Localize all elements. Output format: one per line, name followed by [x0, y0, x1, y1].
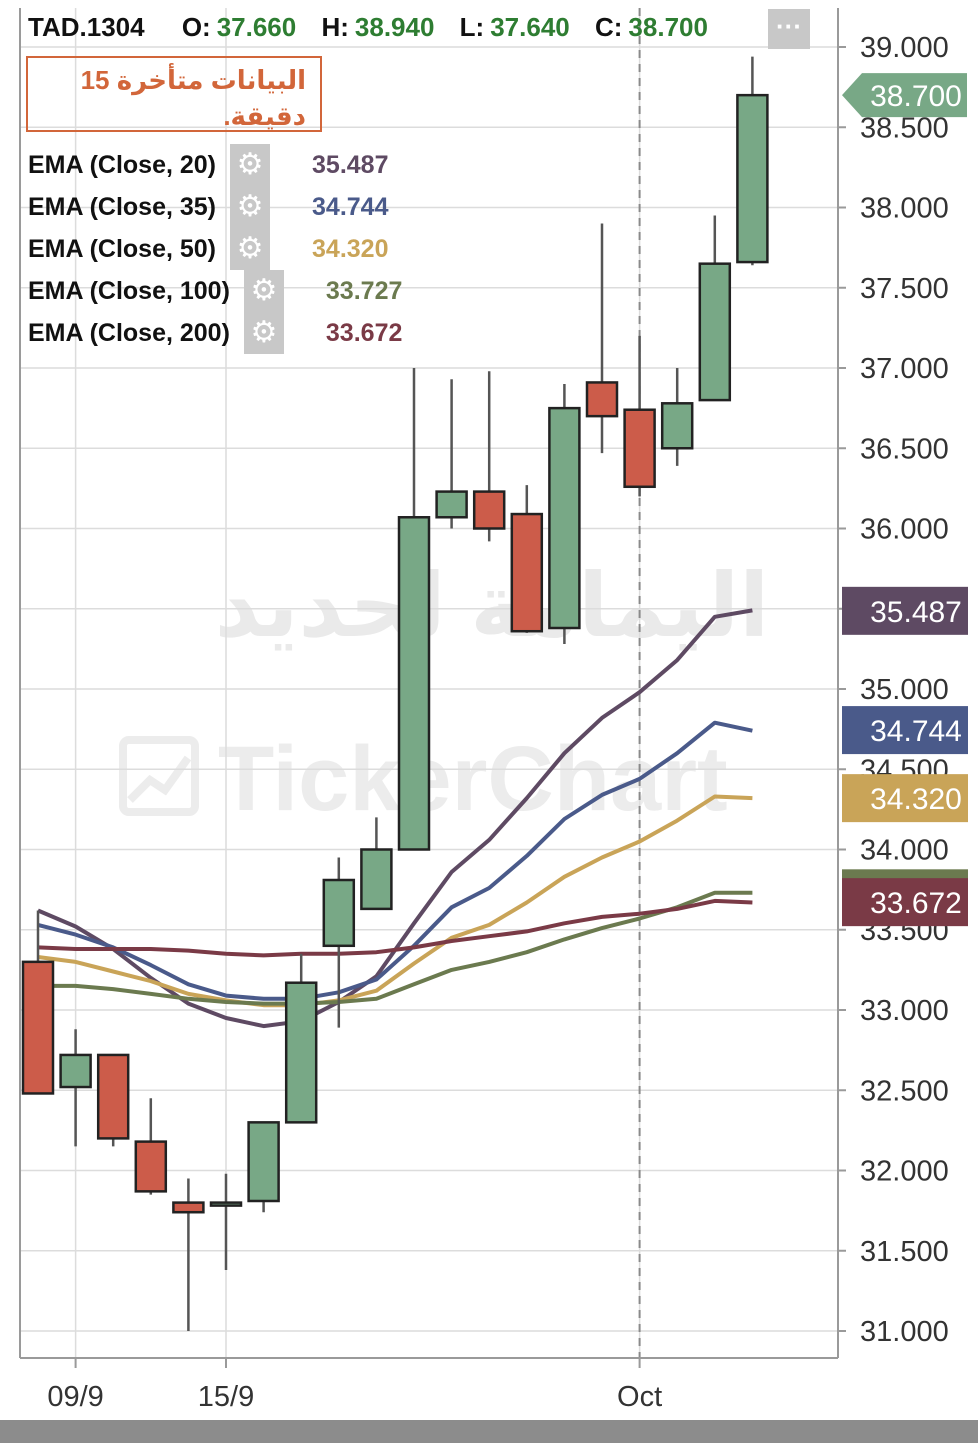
high-label: H: [321, 12, 349, 42]
candle-body[interactable] [322, 878, 356, 948]
gear-icon[interactable]: ⚙ [230, 186, 271, 228]
y-tick-label: 33.000 [860, 995, 949, 1027]
price-tag [842, 586, 968, 635]
candle-body[interactable] [435, 490, 468, 519]
candle-body[interactable] [284, 981, 318, 1124]
close-label: C: [594, 12, 623, 42]
price-tag-label: 38.700 [870, 80, 962, 113]
watermark-logo-line [127, 755, 192, 803]
indicator-row-ema100: EMA (Close, 100) ⚙ 33.727 [28, 270, 402, 312]
price-tag [842, 706, 968, 755]
candle-body[interactable] [360, 848, 393, 911]
y-tick-label: 37.000 [860, 353, 949, 385]
candle-body[interactable] [172, 1201, 205, 1214]
price-tag-label: 34.744 [870, 715, 962, 748]
y-tick-label: 34.000 [860, 835, 949, 867]
candle-body[interactable] [397, 516, 431, 851]
candle-body[interactable] [510, 512, 544, 633]
candle-body[interactable] [623, 408, 656, 489]
price-tag-label: 34.320 [870, 783, 962, 816]
candle-body[interactable] [96, 1053, 130, 1140]
ema-line [37, 720, 753, 1001]
ohlc-readout: TAD.1304 O: 37.660 H: 38.940 L: 37.640 C: 38… [28, 12, 726, 43]
x-tick-label: 15/9 [198, 1381, 254, 1413]
ema-line [37, 794, 753, 1008]
indicator-value: 33.672 [325, 318, 403, 347]
ellipsis-icon: ··· [776, 11, 802, 41]
high-value: 38.940 [354, 12, 435, 42]
indicator-label: EMA (Close, 35) [28, 192, 217, 221]
candle-body[interactable] [209, 1201, 243, 1207]
y-tick-label: 31.000 [860, 1316, 949, 1348]
y-tick-label: 32.500 [860, 1075, 949, 1107]
gear-icon[interactable]: ⚙ [230, 144, 271, 186]
indicator-value: 34.744 [312, 192, 389, 221]
y-tick-label: 37.500 [860, 273, 949, 305]
y-tick-label: 36.500 [860, 433, 949, 465]
indicator-row-ema20: EMA (Close, 20) ⚙ 35.487 [28, 144, 388, 186]
last-price-tag [842, 73, 967, 118]
more-options-button[interactable]: ··· [768, 9, 810, 49]
symbol-label: TAD.1304 [28, 12, 145, 42]
indicator-value: 35.487 [312, 150, 389, 179]
indicator-row-ema200: EMA (Close, 200) ⚙ 33.672 [28, 312, 402, 354]
candle-body[interactable] [59, 1053, 92, 1089]
bottom-bar [0, 1420, 978, 1443]
price-tag-label: 33.672 [870, 887, 962, 920]
y-tick-label: 31.500 [860, 1236, 949, 1268]
gear-icon[interactable]: ⚙ [243, 270, 284, 312]
low-value: 37.640 [490, 12, 570, 42]
price-tag [842, 878, 968, 927]
candle-body[interactable] [736, 93, 769, 264]
watermark-brand: TickerChart [218, 728, 728, 830]
y-tick-label: 35.000 [860, 674, 949, 706]
indicator-label: EMA (Close, 100) [28, 276, 230, 305]
y-tick-label: 36.000 [860, 514, 949, 546]
gear-icon[interactable]: ⚙ [230, 228, 271, 270]
open-value: 37.660 [216, 12, 297, 42]
y-tick-label: 38.500 [860, 112, 949, 144]
candle-body[interactable] [247, 1121, 280, 1203]
indicator-row-ema50: EMA (Close, 50) ⚙ 34.320 [28, 228, 388, 270]
ema-line [38, 890, 753, 1006]
indicator-value: 34.320 [312, 234, 389, 263]
close-value: 38.700 [628, 12, 708, 42]
delay-notice: البيانات متأخرة 15 دقيقة. [26, 56, 322, 132]
candle-body[interactable] [660, 402, 694, 450]
watermark-logo-icon [119, 736, 199, 816]
indicator-label: EMA (Close, 200) [28, 318, 230, 347]
low-label: L: [459, 12, 485, 42]
candle-body[interactable] [698, 262, 732, 402]
watermark-arabic: اليمامة لحديد [215, 556, 770, 655]
candle-body[interactable] [21, 960, 55, 1095]
indicator-row-ema35: EMA (Close, 35) ⚙ 34.744 [28, 186, 388, 228]
indicator-label: EMA (Close, 20) [28, 150, 217, 179]
y-tick-label: 39.000 [860, 32, 949, 64]
candle-body[interactable] [585, 381, 619, 418]
x-tick-label: 09/9 [47, 1381, 103, 1413]
candle-body[interactable] [472, 490, 506, 530]
y-tick-label: 32.000 [860, 1156, 949, 1188]
price-tag-label: 35.487 [870, 596, 962, 629]
indicator-label: EMA (Close, 50) [28, 234, 217, 263]
candle-body[interactable] [548, 406, 581, 630]
indicator-value: 33.727 [325, 276, 403, 305]
gear-icon[interactable]: ⚙ [243, 312, 284, 354]
candle-body[interactable] [134, 1140, 168, 1193]
x-tick-label: Oct [617, 1381, 662, 1413]
price-tag [842, 774, 968, 823]
y-tick-label: 38.000 [860, 193, 949, 225]
ema-line [37, 898, 753, 958]
open-label: O: [181, 12, 211, 42]
